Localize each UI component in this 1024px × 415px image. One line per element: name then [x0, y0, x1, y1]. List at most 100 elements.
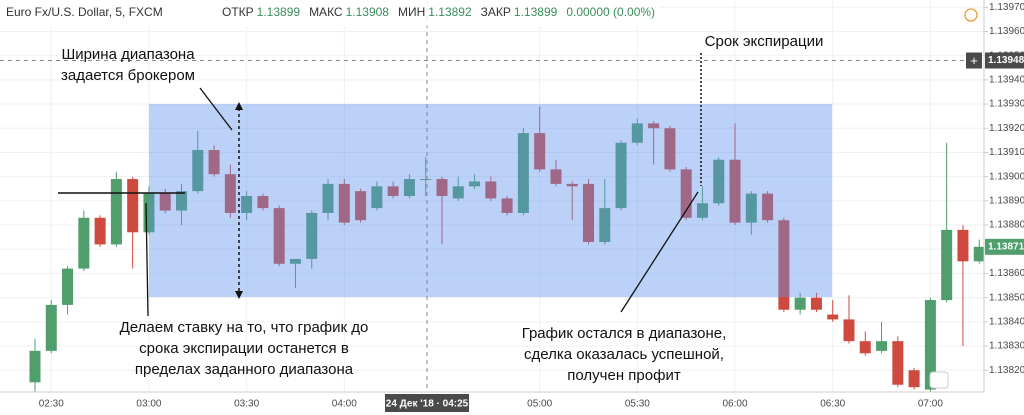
- candle-body: [648, 123, 660, 129]
- crosshair-plus: [966, 52, 982, 69]
- y-tick-label: 1.13880: [989, 220, 1024, 231]
- candle-body: [859, 341, 871, 354]
- x-tick-label: 04:00: [332, 399, 357, 410]
- range-box: [149, 104, 832, 297]
- candle-body: [534, 133, 546, 170]
- candle-body: [485, 181, 497, 199]
- candle-body: [810, 297, 822, 310]
- ohlc-label: ЗАКР: [481, 5, 511, 19]
- annotations: Ширина диапазона задается брокером Срок эк…: [61, 33, 823, 384]
- candle-body: [517, 133, 529, 213]
- candle-body: [338, 183, 350, 223]
- candle-body: [257, 196, 269, 209]
- change: 0.00000 (0.00%): [566, 5, 655, 19]
- x-tick-label: 03:00: [136, 399, 161, 410]
- candle-body: [664, 128, 676, 170]
- candle-body: [713, 159, 725, 204]
- y-tick-label: 1.13970: [989, 2, 1024, 13]
- candle-body: [941, 229, 953, 301]
- header-bg: [0, 0, 660, 26]
- candle-body: [241, 196, 253, 213]
- candle-body: [78, 217, 90, 269]
- x-tick-label: 06:30: [820, 399, 845, 410]
- candle-body: [957, 229, 969, 262]
- annotation-text: сделка оказалась успешной,: [524, 346, 724, 363]
- candle-body: [403, 179, 415, 196]
- candle-body: [469, 181, 481, 187]
- candle-body: [696, 203, 708, 218]
- ohlc-value: 1.13908: [346, 5, 390, 19]
- y-tick-label: 1.13890: [989, 195, 1024, 206]
- candle-body: [729, 159, 741, 223]
- ohlc-value: 1.13899: [257, 5, 301, 19]
- candle-body: [208, 150, 220, 175]
- candle-body: [908, 370, 920, 388]
- header: Euro Fx/U.S. Dollar, 5, FXCM ОТКР 1.13899 М…: [6, 5, 655, 19]
- y-tick-label: 1.13860: [989, 268, 1024, 279]
- candle-body: [273, 208, 285, 264]
- ohlc-label: МИН: [398, 5, 425, 19]
- crosshair-time-label: 24 Дек '18 · 04:25: [386, 399, 469, 410]
- pointer-line: [145, 202, 149, 317]
- candle-body: [62, 268, 74, 305]
- annotation-text: Ширина диапазона: [61, 46, 195, 63]
- y-tick-label: 1.13830: [989, 341, 1024, 352]
- candles: [29, 106, 985, 392]
- candle-body: [355, 191, 367, 221]
- annotation-text: Срок экспирации: [705, 33, 824, 50]
- candle-body: [143, 193, 155, 233]
- candle-body: [127, 179, 139, 233]
- candle-body: [631, 123, 643, 143]
- last-price-label: 1.13871: [988, 241, 1024, 252]
- alert-icon[interactable]: [964, 8, 978, 22]
- candle-body: [45, 304, 57, 351]
- annotation-text: срока экспирации останется в: [139, 340, 349, 357]
- candle-body: [778, 220, 790, 310]
- plus: +: [970, 53, 978, 68]
- candle-body: [306, 212, 318, 259]
- candle-body: [762, 193, 774, 221]
- pointer-line: [199, 87, 233, 131]
- ohlc-label: МАКС: [309, 5, 343, 19]
- candle-body: [110, 179, 122, 245]
- candle-body: [192, 150, 204, 192]
- candle-body: [224, 174, 236, 213]
- candle-body: [176, 191, 188, 211]
- scroll-button[interactable]: [929, 371, 949, 389]
- candle-body: [827, 314, 839, 320]
- candle-body: [94, 217, 106, 245]
- y-tick-label: 1.13960: [989, 26, 1024, 37]
- crosshair-time-box: [385, 394, 469, 412]
- annotation-text: задается брокером: [61, 67, 195, 84]
- x-tick-label: 02:30: [39, 399, 64, 410]
- candle-body: [794, 297, 806, 310]
- candle-body: [159, 193, 171, 211]
- candle-body: [420, 179, 432, 181]
- candle-body: [452, 186, 464, 199]
- x-tick-label: 03:30: [234, 399, 259, 410]
- candle-body: [892, 341, 904, 385]
- candle-body: [566, 183, 578, 187]
- x-tick-label: 05:00: [527, 399, 552, 410]
- annotation-text: График остался в диапазоне,: [522, 325, 727, 342]
- candle-body: [680, 169, 692, 218]
- annotation-text: получен профит: [567, 367, 681, 384]
- y-tick-label: 1.13850: [989, 292, 1024, 303]
- y-tick-label: 1.13820: [989, 365, 1024, 376]
- y-tick-label: 1.13920: [989, 123, 1024, 134]
- candle-body: [615, 142, 627, 209]
- candle-body: [289, 258, 301, 264]
- last-price-box: [985, 238, 1024, 255]
- candle-body: [29, 350, 41, 383]
- chart-title: Euro Fx/U.S. Dollar, 5, FXCM: [6, 5, 163, 19]
- crosshair-price-label: 1.13948: [988, 55, 1024, 66]
- y-tick-label: 1.13840: [989, 316, 1024, 327]
- ohlc-value: 1.13892: [428, 5, 472, 19]
- candle-body: [322, 183, 334, 213]
- axes: 1.13820 1.13830 1.13840 1.13850 1.13860 1.138…: [39, 2, 1024, 412]
- x-tick-label: 06:00: [723, 399, 748, 410]
- candle-body: [387, 186, 399, 196]
- x-tick-label: 07:00: [918, 399, 943, 410]
- candle-body: [583, 183, 595, 242]
